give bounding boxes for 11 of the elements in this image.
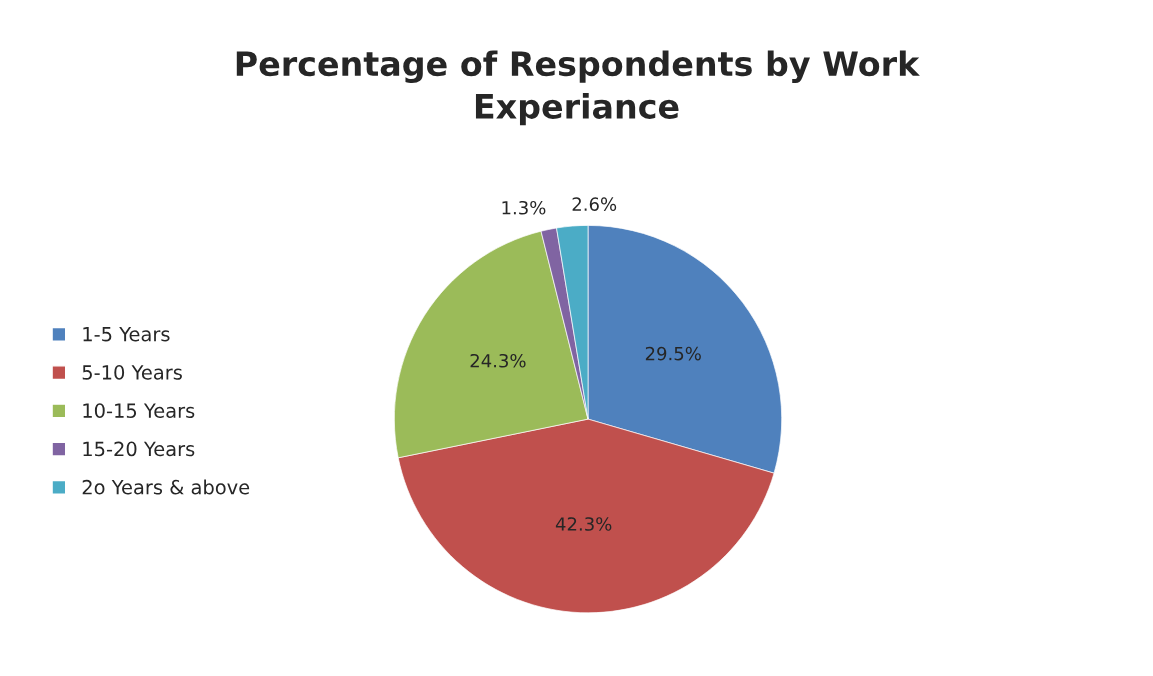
legend-label: 10-15 Years [83, 403, 195, 418]
legend-label: 1-5 Years [83, 327, 170, 342]
data-label: 24.3% [470, 353, 526, 368]
legend-label: 5-10 Years [82, 365, 182, 380]
data-label: 2.6% [572, 197, 617, 211]
legend-label: 2o Years & above [82, 479, 250, 495]
data-label: 29.5% [645, 346, 701, 361]
data-label: 42.3% [555, 517, 612, 531]
legend-label: 15-20 Years [83, 441, 195, 457]
data-label: 1.3% [502, 200, 546, 215]
chart-title: Percentage of Respondents by Work Experiance [236, 50, 920, 126]
